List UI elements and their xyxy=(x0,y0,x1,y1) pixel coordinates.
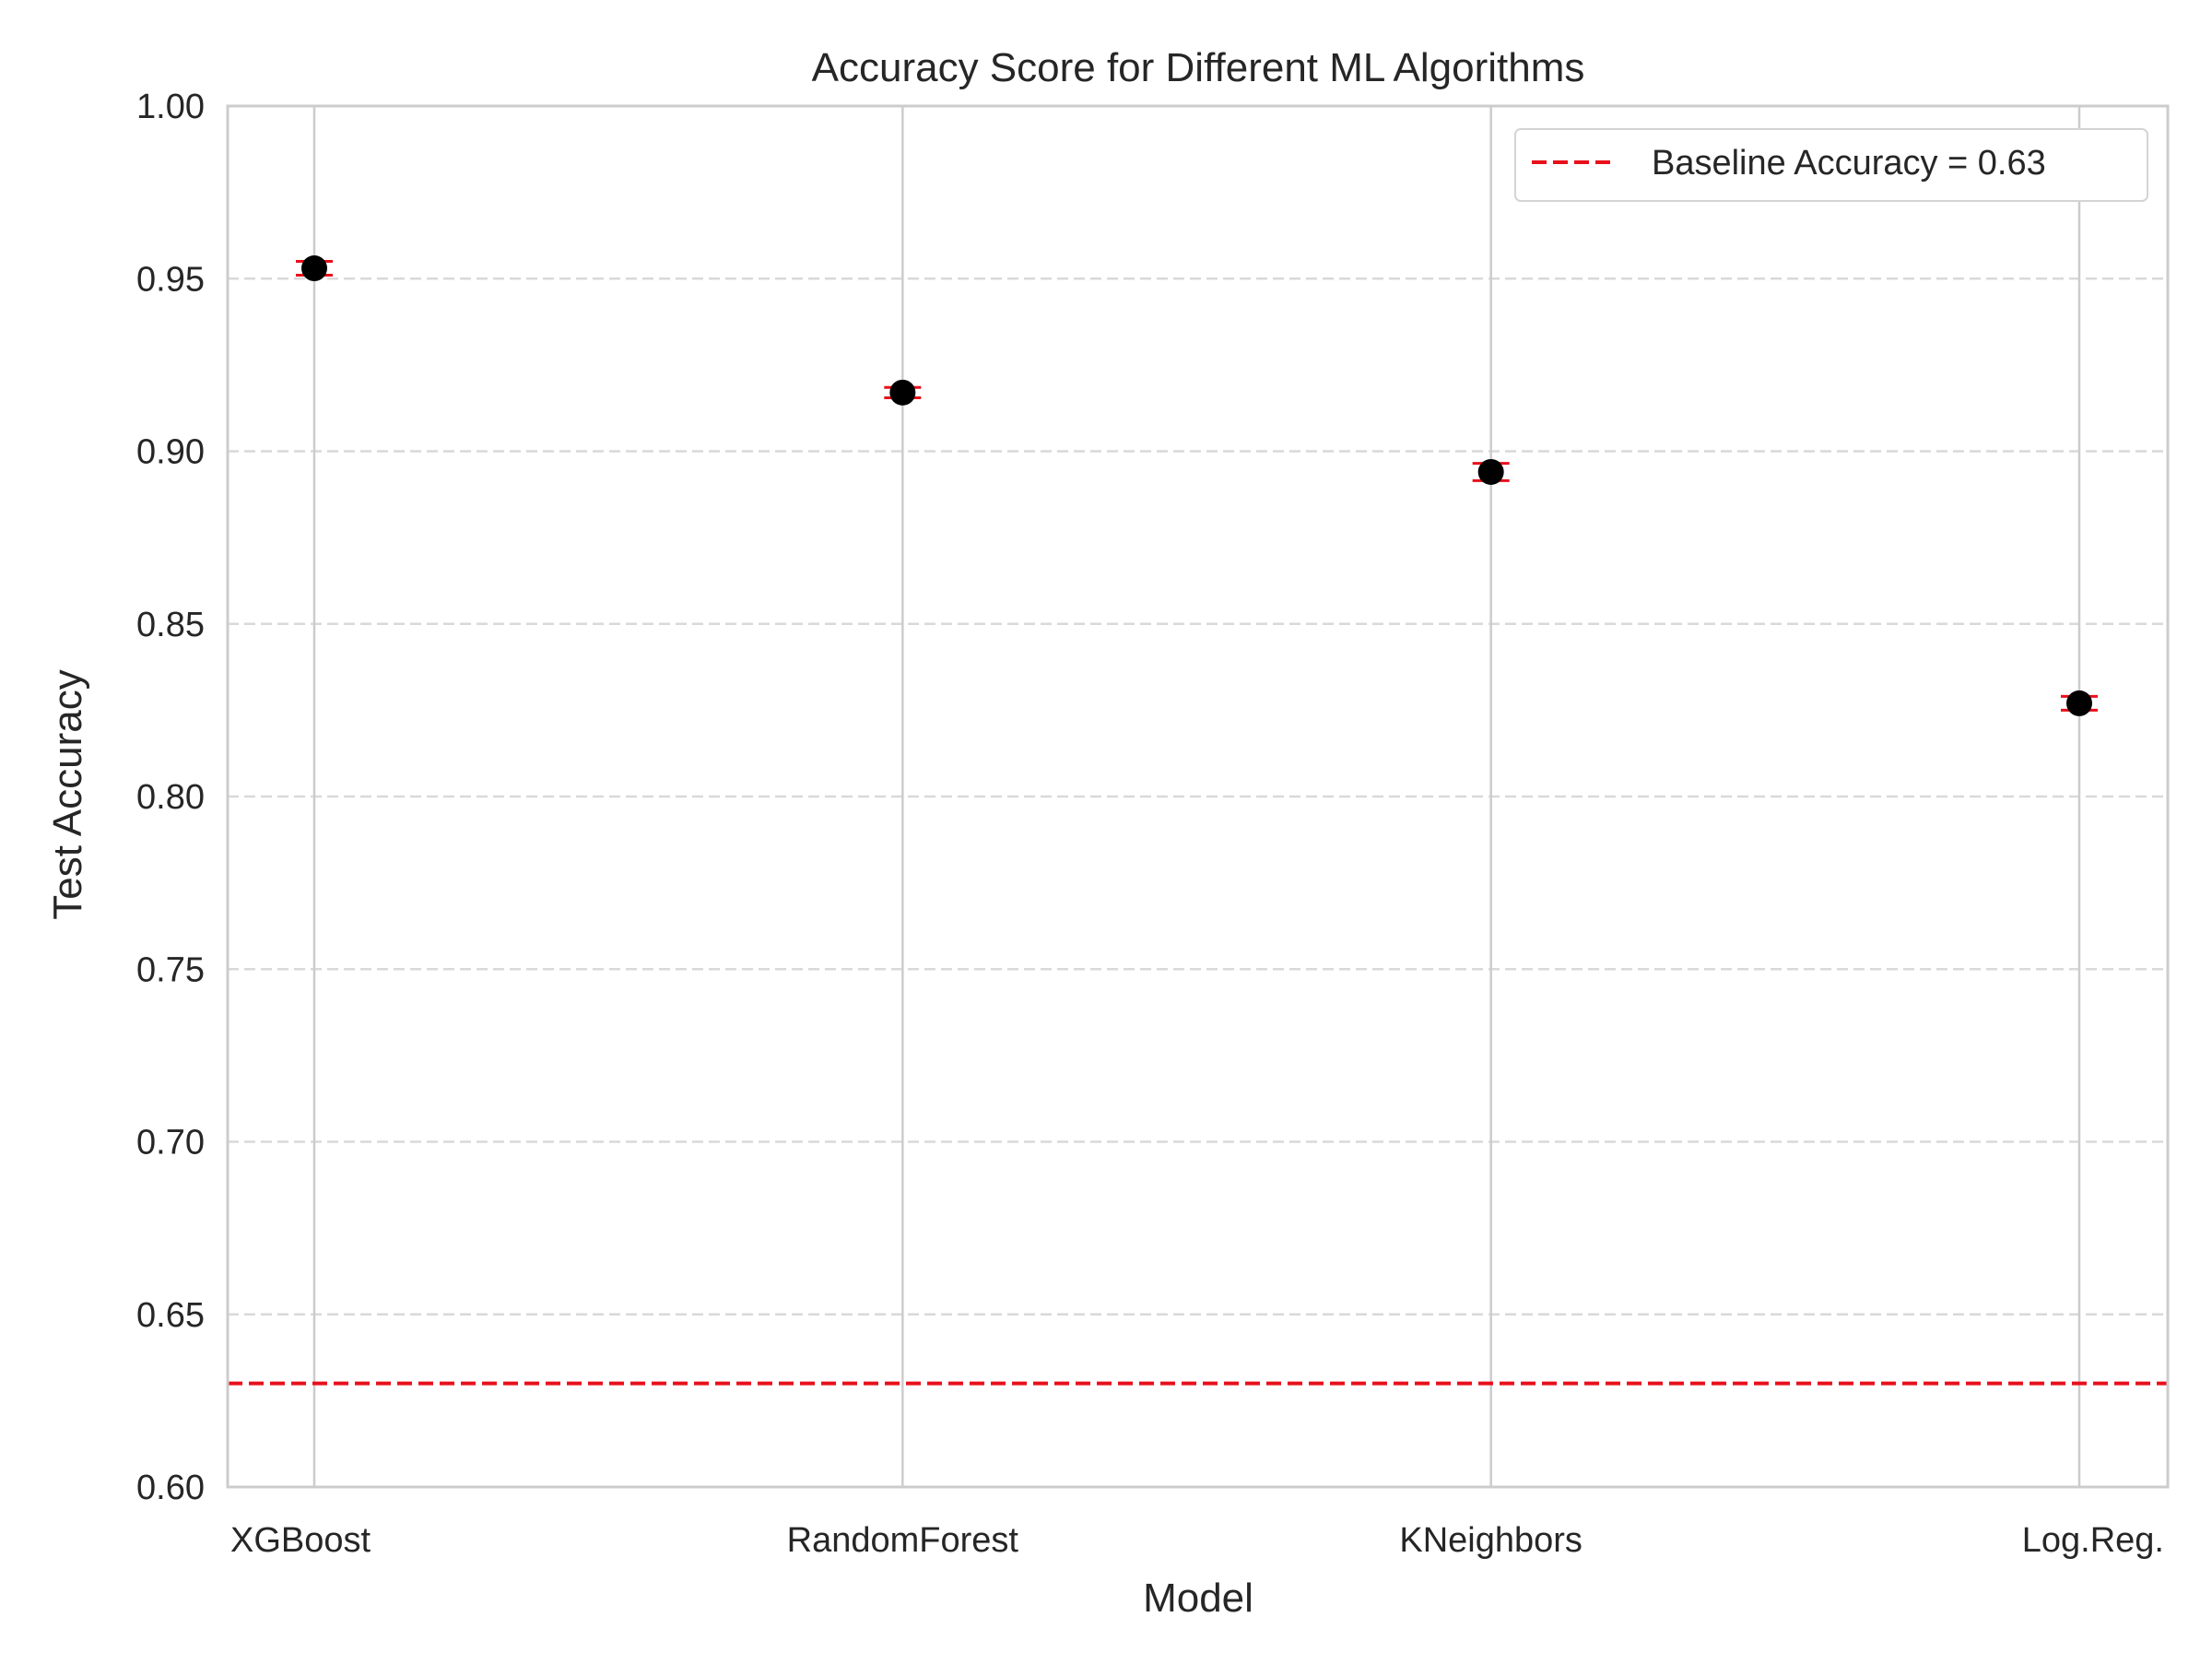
marks-layer xyxy=(296,255,2098,716)
point-marker xyxy=(301,255,327,282)
data-point xyxy=(296,255,333,282)
y-axis-label: Test Accuracy xyxy=(45,669,90,919)
y-tick-label: 0.65 xyxy=(136,1296,205,1335)
y-tick-label: 0.90 xyxy=(136,433,205,472)
point-marker xyxy=(2066,690,2092,716)
x-tick-label: XGBoost xyxy=(230,1521,371,1560)
grid-layer xyxy=(228,106,2168,1487)
data-point xyxy=(884,379,922,406)
y-tick-label: 0.75 xyxy=(136,950,205,989)
x-tick-label: Log.Reg. xyxy=(2022,1521,2164,1560)
point-marker xyxy=(1477,458,1504,485)
ticks-layer: 0.60 0.65 0.70 0.75 0.80 0.85 0.90 0.95 1.00 XGBo… xyxy=(136,88,2164,1560)
y-tick-label: 0.80 xyxy=(136,778,205,817)
point-marker xyxy=(889,379,916,406)
x-tick-label: KNeighbors xyxy=(1399,1521,1583,1560)
legend-baseline-label: Baseline Accuracy = 0.63 xyxy=(1652,144,2046,183)
data-point xyxy=(2061,690,2098,716)
legend-box xyxy=(1514,128,2148,202)
y-tick-label: 1.00 xyxy=(136,88,205,126)
legend: Baseline Accuracy = 0.63 xyxy=(1514,128,2148,202)
y-tick-label: 0.70 xyxy=(136,1124,205,1162)
y-tick-label: 0.85 xyxy=(136,606,205,644)
x-tick-label: RandomForest xyxy=(787,1521,1019,1560)
chart-title: Accuracy Score for Different ML Algorith… xyxy=(812,45,1585,90)
plot-frame xyxy=(226,104,2170,1489)
data-point xyxy=(1472,458,1510,485)
y-tick-label: 0.60 xyxy=(136,1469,205,1507)
x-axis-label: Model xyxy=(1143,1575,1253,1621)
y-tick-label: 0.95 xyxy=(136,260,205,299)
plot-border xyxy=(226,104,2170,1489)
